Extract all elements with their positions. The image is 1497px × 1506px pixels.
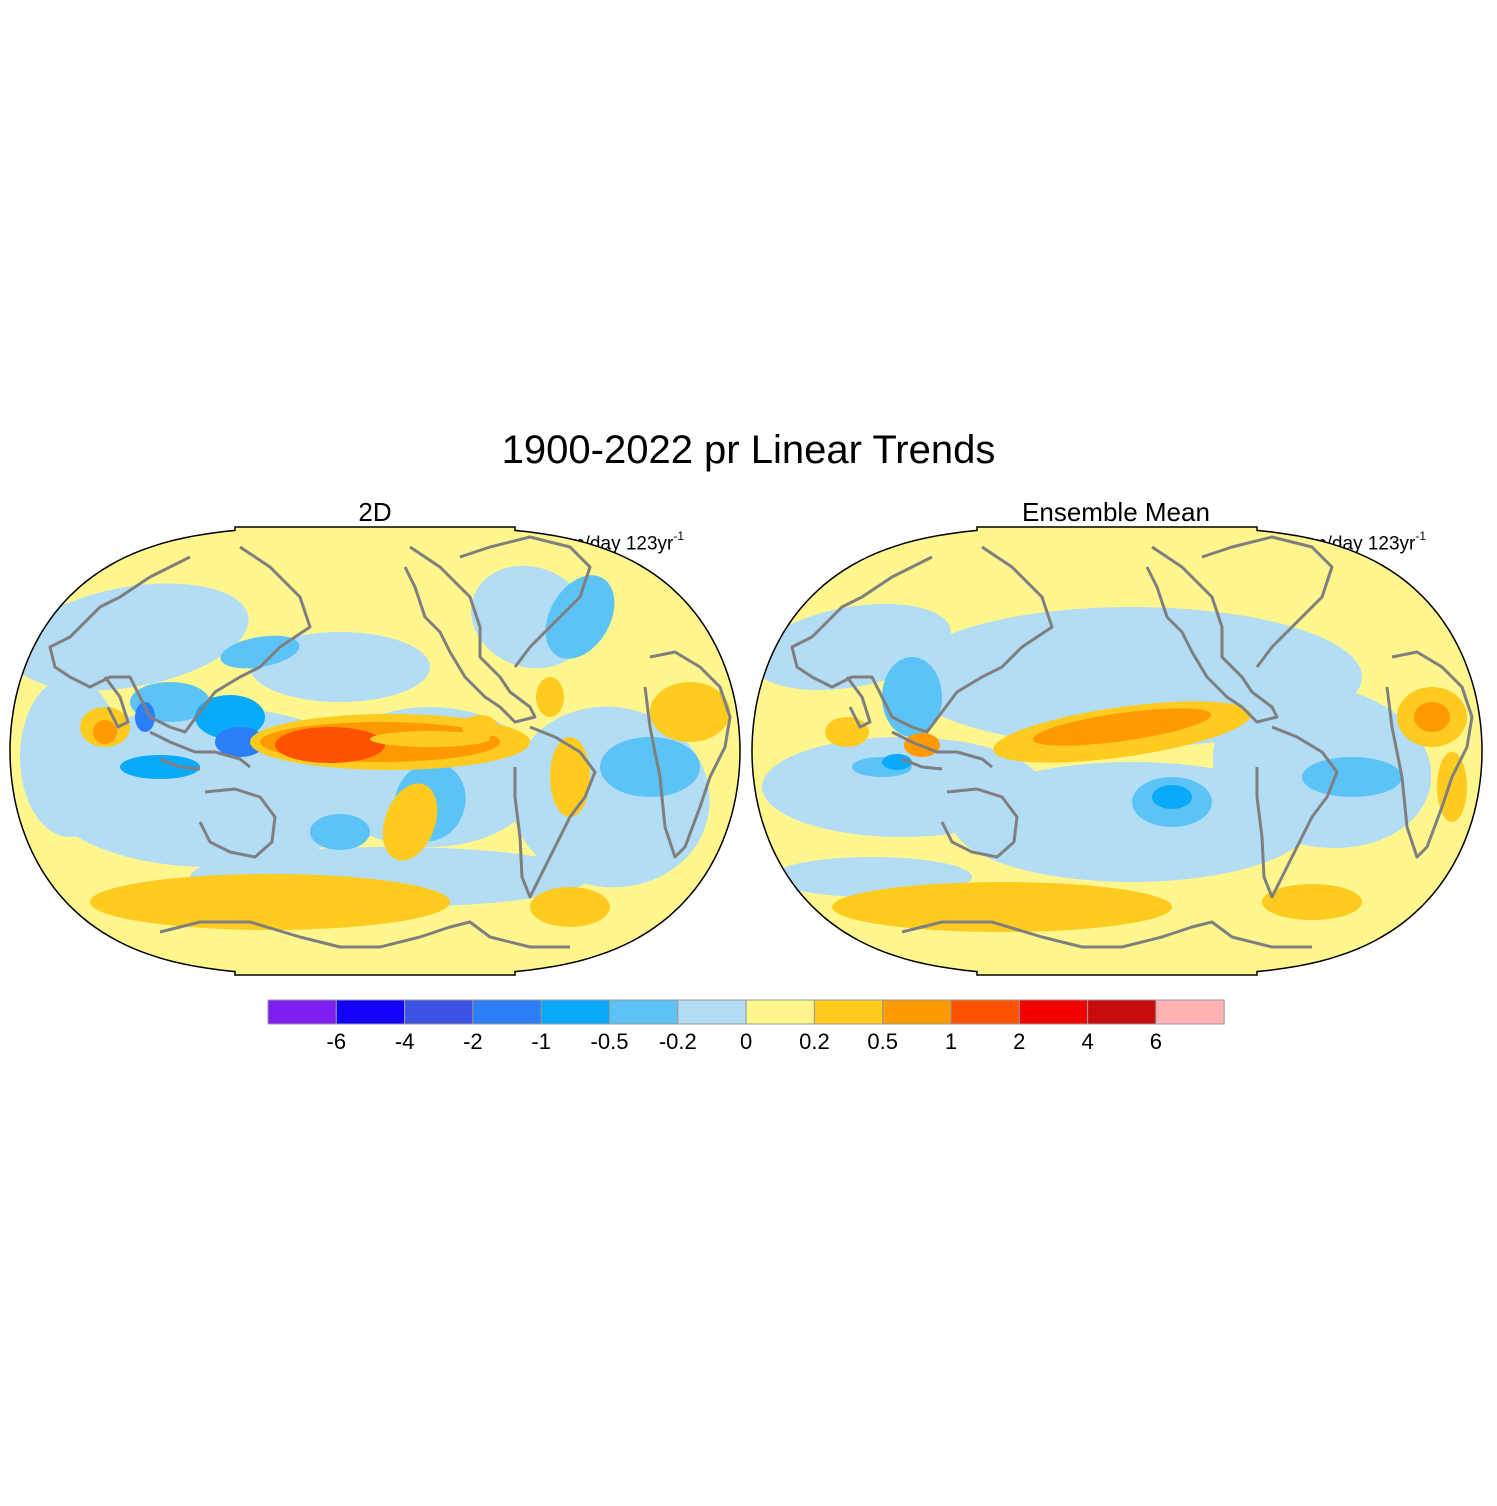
trend-contour (275, 727, 385, 763)
coastline (1385, 650, 1474, 859)
trend-contour (1414, 702, 1450, 732)
coastline (901, 920, 1312, 949)
colorbar-label: 1 (945, 1029, 957, 1054)
trend-contour (650, 682, 730, 742)
colorbar-box (1018, 999, 1089, 1025)
trend-contour (1302, 757, 1402, 797)
map-outline (9, 526, 741, 976)
coastline (103, 676, 130, 729)
colorbar-box (540, 999, 611, 1025)
units-exponent: -1 (1415, 529, 1427, 543)
colorbar-box (1155, 999, 1225, 1025)
colorbar-box (1087, 999, 1157, 1025)
trend-contour (762, 737, 1042, 837)
colorbar-box (609, 999, 679, 1025)
coastline (891, 730, 993, 769)
colorbar-label: -6 (327, 1029, 347, 1054)
colorbar-box (882, 999, 952, 1025)
trend-contour (952, 762, 1312, 882)
colorbar-label: -0.5 (591, 1029, 629, 1054)
trend-map-2d (9, 526, 741, 976)
trend-contour (1262, 884, 1362, 920)
colorbar-label: 0.5 (867, 1029, 898, 1054)
colorbar-label: 6 (1150, 1029, 1162, 1054)
colorbar-box (472, 999, 542, 1025)
coastline (1201, 535, 1334, 668)
trend-contour (882, 754, 912, 770)
trend-contour (550, 737, 590, 817)
colorbar-box (950, 999, 1020, 1025)
coastline (198, 787, 277, 859)
trend-contour (600, 737, 700, 797)
trend-contour (462, 715, 498, 739)
figure-title: 1900-2022 pr Linear Trends (501, 428, 996, 472)
colorbar-label: -1 (531, 1029, 551, 1054)
trend-contour (1437, 752, 1467, 822)
coastline (1145, 545, 1279, 724)
coastline (48, 545, 312, 734)
coastline (459, 535, 592, 668)
colorbar-label: 4 (1081, 1029, 1093, 1054)
colorbar-box (335, 999, 406, 1025)
trend-contour (93, 720, 117, 744)
trend-contour (135, 702, 155, 732)
trend-contour (536, 677, 564, 717)
colorbar-label: 0.2 (799, 1029, 830, 1054)
coastline (149, 730, 251, 769)
trend-contour (310, 814, 370, 850)
trend-contour (882, 657, 942, 737)
coastline (159, 757, 201, 771)
trend-contour (825, 717, 869, 747)
units-exponent: -1 (673, 529, 685, 543)
panel-title-right: Ensemble Mean (1022, 497, 1210, 527)
coastline (1255, 725, 1339, 899)
colorbar-label: 0 (740, 1029, 752, 1054)
coastline (159, 920, 570, 949)
coastline (845, 676, 872, 729)
trend-contour (220, 635, 300, 669)
colorbar-label: -2 (463, 1029, 483, 1054)
colorbar-box (745, 999, 815, 1025)
trend-contour (20, 677, 120, 837)
trend-contour (1032, 708, 1212, 746)
coastline (513, 725, 597, 899)
trend-contour (545, 575, 615, 659)
colorbar-label: -0.2 (659, 1029, 697, 1054)
trend-contour (120, 755, 200, 779)
trend-contour (382, 783, 438, 861)
colorbar-label: -4 (395, 1029, 415, 1054)
coastline (790, 545, 1054, 734)
map-outline (751, 526, 1483, 976)
panel-title-left: 2D (358, 497, 392, 527)
colorbar-box (404, 999, 474, 1025)
colorbar-box (813, 999, 884, 1025)
coastline (940, 787, 1019, 859)
colorbar-box (267, 999, 337, 1025)
trend-contour (215, 727, 265, 757)
trend-contour (530, 887, 610, 927)
colorbar: -6 -4 -2 -1 -0.5 -0.2 0 0.2 0.5 1 2 4 6 (267, 999, 1225, 1054)
trend-contour (370, 731, 490, 747)
colorbar-label: 2 (1013, 1029, 1025, 1054)
colorbar-box (677, 999, 747, 1025)
trend-contour (11, 583, 249, 691)
trend-contour (90, 874, 450, 930)
trend-contour (832, 882, 1172, 932)
trend-contour (1152, 785, 1192, 809)
coastline (403, 545, 537, 724)
coastline (643, 650, 732, 859)
coastline (901, 757, 943, 771)
trend-map-ensemble-mean (751, 526, 1483, 976)
